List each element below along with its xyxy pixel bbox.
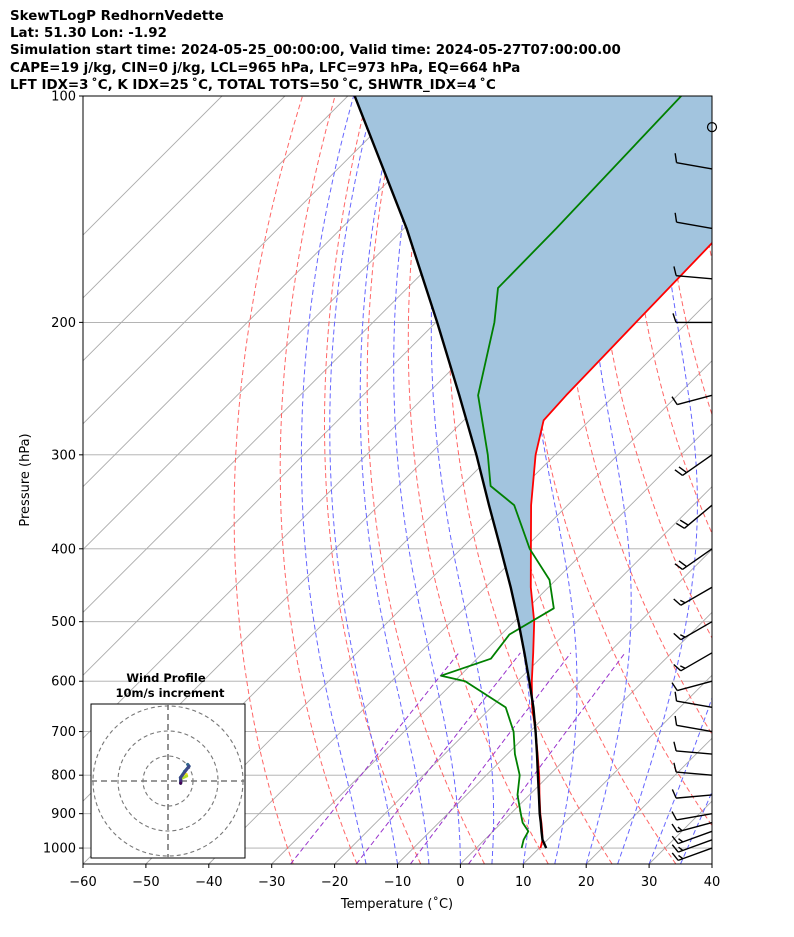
wind-barb — [673, 586, 713, 606]
isotherm-line — [271, 423, 712, 864]
isotherm-line — [83, 96, 223, 236]
parcel-line — [353, 96, 548, 849]
wind-barb — [675, 504, 713, 529]
moist-adiabat-line — [680, 790, 712, 864]
dry-adiabat-line — [366, 96, 485, 864]
y-tick-label: 900 — [51, 807, 76, 822]
dewpoint-line — [440, 96, 682, 849]
wind-barb — [673, 762, 713, 776]
profile-lines — [353, 96, 712, 849]
x-tick-label: −40 — [195, 875, 222, 890]
stability-line: CAPE=19 j/kg, CIN=0 j/kg, LCL=965 hPa, L… — [10, 60, 521, 76]
x-tick-label: −30 — [258, 875, 285, 890]
cape-shading — [354, 96, 712, 840]
y-tick-label: 200 — [51, 316, 76, 331]
wind-barb — [673, 652, 713, 672]
isotherm-line — [460, 611, 712, 864]
hodograph-trace — [178, 764, 191, 780]
isotherm-line — [83, 96, 286, 299]
x-axis-label: Temperature (˚C) — [340, 896, 453, 912]
isotherm-line — [522, 674, 712, 864]
chart-header: SkewTLogP RedhornVedette Lat: 51.30 Lon:… — [10, 8, 621, 94]
isotherm-line — [775, 96, 794, 864]
wind-barb — [674, 212, 713, 230]
mixing-ratio-line — [355, 652, 521, 864]
moist-adiabat-line — [711, 862, 712, 864]
wind-barb — [671, 821, 713, 833]
mixing-ratio-line — [290, 652, 460, 864]
isotherm-line — [83, 96, 474, 488]
dry-adiabat-line — [407, 96, 549, 864]
x-tick-label: 30 — [641, 875, 658, 890]
wind-barb — [671, 811, 713, 821]
hodograph-inset: Wind Profile 10m/s increment — [90, 671, 246, 859]
dry-adiabat-line — [593, 96, 712, 639]
moist-adiabat-line — [584, 96, 632, 864]
wind-barb — [673, 621, 713, 641]
x-tick-label: −50 — [132, 875, 159, 890]
mixing-ratio-line — [468, 652, 626, 864]
isotherm-line — [83, 96, 412, 425]
isotherm-line — [334, 485, 712, 864]
y-tick-label: 800 — [51, 769, 76, 784]
hodograph-ring — [117, 730, 219, 832]
x-tick-label: −10 — [384, 875, 411, 890]
moist-adiabat-line — [648, 696, 712, 864]
y-tick-label: 600 — [51, 675, 76, 690]
x-tick-label: 0 — [456, 875, 464, 890]
dry-adiabat-line — [558, 96, 712, 736]
wind-barb — [671, 680, 713, 692]
x-axis: −60 −50 −40 −30 −20 −10 0 10 20 30 40 — [69, 864, 720, 890]
dry-adiabat-line — [759, 96, 794, 864]
dry-adiabat-line — [233, 96, 303, 864]
x-tick-label: 20 — [578, 875, 595, 890]
dry-adiabat-line — [447, 96, 613, 864]
wind-barb — [674, 715, 713, 733]
x-tick-label: −60 — [69, 875, 96, 890]
isotherm-line — [83, 96, 349, 362]
wind-barb — [673, 266, 713, 280]
wind-barb — [671, 394, 713, 406]
wind-barbs — [671, 122, 718, 862]
wind-barb — [674, 454, 713, 477]
dry-adiabat-line — [279, 96, 358, 864]
wind-barb — [674, 691, 713, 709]
y-tick-label: 300 — [51, 448, 76, 463]
wind-barb — [671, 789, 713, 799]
y-tick-label: 700 — [51, 725, 76, 740]
wind-barb — [674, 548, 713, 571]
y-tick-label: 100 — [51, 90, 76, 105]
wind-barb — [674, 153, 713, 170]
hodograph-title: Wind Profile — [126, 671, 206, 685]
x-tick-label: 40 — [704, 875, 721, 890]
dry-adiabat-line — [726, 96, 794, 864]
index-line: LFT IDX=3 ˚C, K IDX=25 ˚C, TOTAL TOTS=50… — [10, 77, 496, 93]
moist-adiabat-line — [300, 96, 367, 864]
moist-adiabat-line — [329, 96, 398, 864]
y-axis: 1000 900 800 700 600 500 400 300 200 100 — [43, 90, 83, 857]
isotherm-line — [711, 863, 712, 864]
y-tick-label: 400 — [51, 542, 76, 557]
wind-barb — [672, 313, 712, 324]
wind-barb — [671, 830, 713, 845]
isotherm-line — [397, 548, 712, 864]
wind-barb — [671, 847, 713, 862]
x-tick-label: 10 — [515, 875, 532, 890]
x-tick-label: −20 — [321, 875, 348, 890]
mixing-ratio-line — [409, 652, 572, 864]
moist-adiabat-line — [617, 96, 698, 864]
hodograph-subtitle: 10m/s increment — [116, 686, 225, 700]
location-line: Lat: 51.30 Lon: -1.92 — [10, 26, 167, 42]
cape-area — [354, 96, 712, 840]
time-line: Simulation start time: 2024-05-25_00:00:… — [10, 43, 621, 59]
y-tick-label: 500 — [51, 615, 76, 630]
y-axis-label: Pressure (hPa) — [18, 433, 33, 526]
moist-adiabat-line — [359, 96, 430, 864]
wind-barb — [673, 741, 713, 755]
chart-title: SkewTLogP RedhornVedette — [10, 9, 224, 24]
wind-barb — [671, 839, 713, 853]
dry-adiabat-line — [660, 96, 712, 416]
y-tick-label: 1000 — [43, 842, 76, 857]
